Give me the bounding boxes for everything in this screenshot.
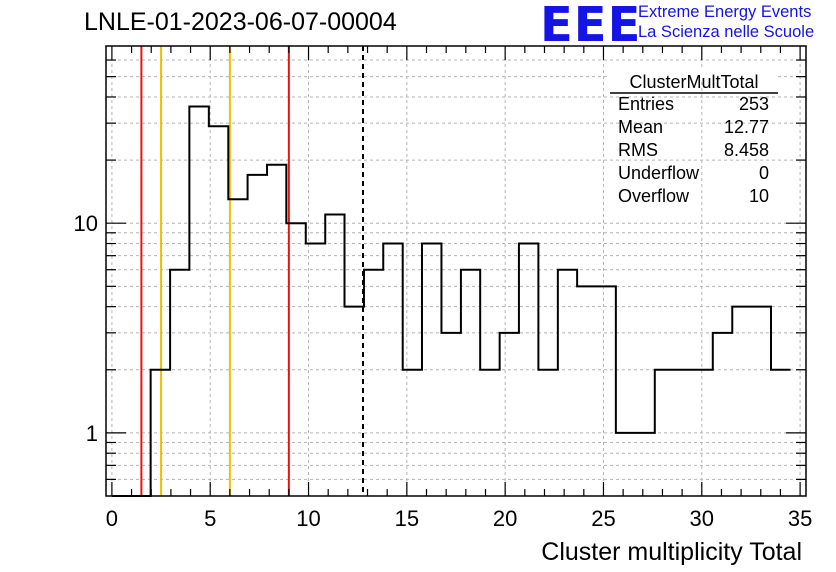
stats-label: Overflow bbox=[618, 186, 690, 206]
x-tick-label: 35 bbox=[788, 506, 812, 531]
histogram-line bbox=[111, 105, 791, 497]
marker-lines bbox=[140, 46, 364, 496]
x-tick-label: 0 bbox=[106, 506, 118, 531]
stats-label: Entries bbox=[618, 94, 674, 114]
stats-title: ClusterMultTotal bbox=[629, 72, 758, 92]
x-tick-label: 15 bbox=[395, 506, 419, 531]
logo-tagline-2: La Scienza nelle Scuole bbox=[638, 23, 815, 41]
stats-value: 12.77 bbox=[724, 117, 769, 137]
stats-value: 253 bbox=[739, 94, 769, 114]
chart-title: LNLE-01-2023-06-07-00004 bbox=[84, 8, 397, 36]
grid-lines bbox=[106, 46, 806, 496]
y-tick-label: 10 bbox=[74, 211, 98, 236]
stats-value: 8.458 bbox=[724, 140, 769, 160]
stats-value: 10 bbox=[749, 186, 769, 206]
stats-label: Mean bbox=[618, 117, 663, 137]
plot-frame bbox=[105, 45, 807, 497]
x-axis-ticks: 0 5 10 15 20 25 30 35 bbox=[106, 46, 812, 531]
x-tick-label: 30 bbox=[690, 506, 714, 531]
stats-label: RMS bbox=[618, 140, 658, 160]
x-tick-label: 5 bbox=[204, 506, 216, 531]
y-axis-ticks: 1 10 bbox=[74, 59, 806, 480]
eee-logo: EEE bbox=[540, 0, 642, 53]
x-tick-label: 10 bbox=[296, 506, 320, 531]
x-tick-label: 20 bbox=[493, 506, 517, 531]
x-axis-label: Cluster multiplicity Total bbox=[541, 538, 802, 566]
x-tick-label: 25 bbox=[591, 506, 615, 531]
stats-box: ClusterMultTotal Entries 253 Mean 12.77 RMS 8… bbox=[610, 70, 778, 206]
logo-tagline-1: Extreme Energy Events bbox=[638, 3, 812, 21]
stats-label: Underflow bbox=[618, 163, 700, 183]
y-tick-label: 1 bbox=[86, 421, 98, 446]
stats-value: 0 bbox=[759, 163, 769, 183]
